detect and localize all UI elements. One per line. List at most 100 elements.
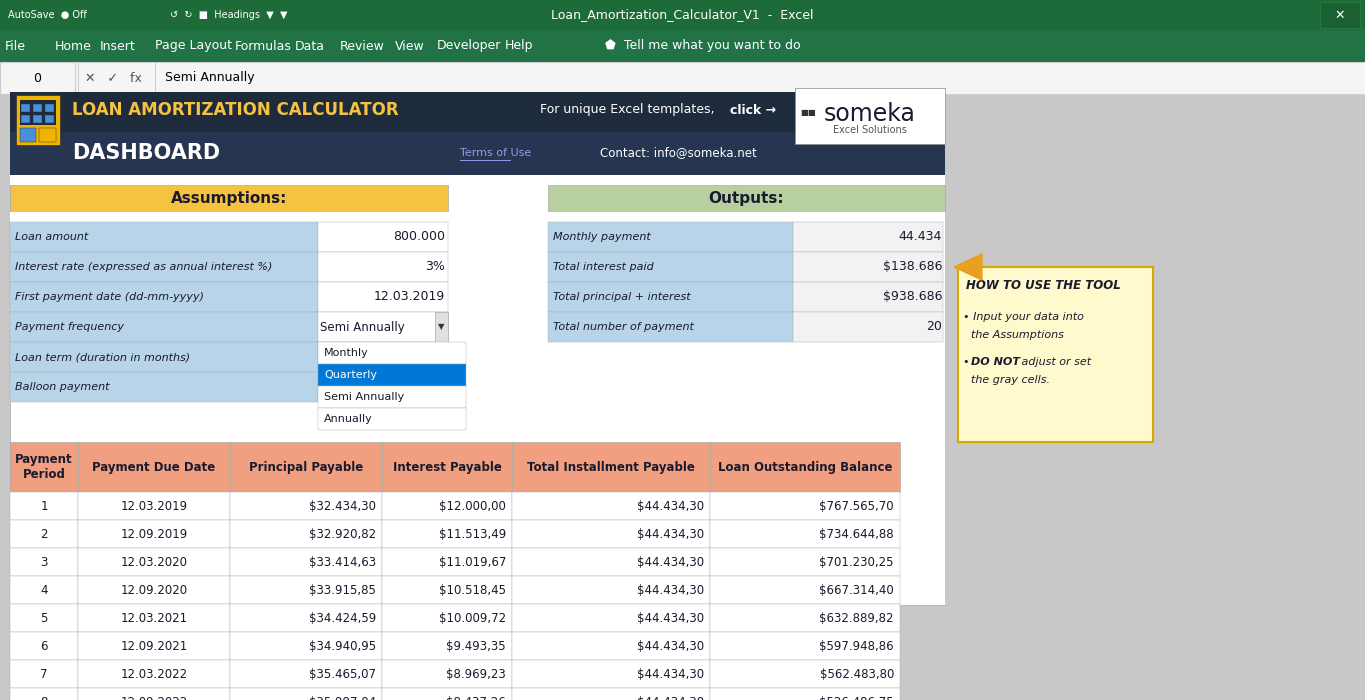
Text: File: File (5, 39, 26, 52)
Bar (229, 442, 382, 492)
Bar (0, 0, 1365, 30)
Text: $734.644,88: $734.644,88 (819, 528, 894, 540)
Bar (710, 442, 900, 492)
Bar (318, 342, 465, 364)
Text: Loan amount: Loan amount (15, 232, 89, 242)
Bar (10, 92, 945, 132)
Bar (10, 520, 78, 548)
Text: HOW TO USE THE TOOL: HOW TO USE THE TOOL (966, 279, 1121, 292)
Text: ↺  ↻  ■  Headings  ▼  ▼: ↺ ↻ ■ Headings ▼ ▼ (171, 10, 288, 20)
Text: •: • (962, 357, 973, 367)
Text: 12.03.2021: 12.03.2021 (120, 612, 187, 624)
Text: ■■: ■■ (800, 108, 816, 118)
Text: 2: 2 (40, 528, 48, 540)
Text: 4: 4 (40, 584, 48, 596)
Bar (45, 104, 55, 112)
Bar (547, 312, 793, 342)
Bar (33, 104, 42, 112)
Text: 1: 1 (40, 500, 48, 512)
Text: ✕: ✕ (1335, 8, 1346, 22)
Bar (0, 62, 75, 94)
Bar (318, 342, 448, 372)
Bar (547, 222, 793, 252)
Bar (10, 604, 78, 632)
Bar (20, 115, 30, 123)
Bar (318, 364, 465, 386)
Bar (229, 688, 382, 700)
Text: $44.434,30: $44.434,30 (637, 640, 704, 652)
Bar (958, 267, 1153, 442)
Bar (229, 492, 382, 520)
Bar (10, 222, 318, 252)
Bar (710, 632, 900, 660)
Text: $44.434,30: $44.434,30 (637, 612, 704, 624)
Text: Monthly: Monthly (324, 348, 369, 358)
Text: $11.019,67: $11.019,67 (438, 556, 506, 568)
Text: $9.493,35: $9.493,35 (446, 640, 506, 652)
Text: Assumptions:: Assumptions: (171, 192, 287, 206)
Text: Semi Annually: Semi Annually (324, 392, 404, 402)
Text: AutoSave  ● Off: AutoSave ● Off (8, 10, 87, 20)
Bar (10, 548, 78, 576)
Bar (710, 660, 900, 688)
Text: $10.518,45: $10.518,45 (440, 584, 506, 596)
Text: the gray cells.: the gray cells. (971, 375, 1050, 385)
Text: $597.948,86: $597.948,86 (819, 640, 894, 652)
Bar (40, 128, 56, 142)
Text: • Input your data into: • Input your data into (962, 312, 1084, 322)
Text: 7: 7 (40, 668, 48, 680)
Bar (318, 386, 465, 408)
Text: $138.686: $138.686 (883, 260, 942, 274)
Bar (20, 104, 30, 112)
Bar (0, 62, 1365, 94)
Text: Loan term (duration in months): Loan term (duration in months) (15, 352, 190, 362)
Text: 12.03.2022: 12.03.2022 (120, 668, 187, 680)
Bar (10, 252, 318, 282)
Text: Total principal + interest: Total principal + interest (553, 292, 691, 302)
Text: $33.915,85: $33.915,85 (308, 584, 375, 596)
Bar (382, 604, 512, 632)
Bar (10, 372, 318, 402)
Text: Total interest paid: Total interest paid (553, 262, 654, 272)
Bar (20, 128, 35, 142)
Bar (547, 185, 945, 212)
Bar (78, 576, 229, 604)
Bar (318, 252, 448, 282)
Text: Data: Data (295, 39, 325, 52)
Bar (547, 252, 793, 282)
Text: First payment date (dd-mm-yyyy): First payment date (dd-mm-yyyy) (15, 292, 203, 302)
Text: Outputs:: Outputs: (708, 192, 784, 206)
Text: 12.09.2022: 12.09.2022 (120, 696, 187, 700)
Bar (512, 688, 710, 700)
Text: $8.437,26: $8.437,26 (446, 696, 506, 700)
Text: 800.000: 800.000 (393, 230, 445, 244)
Bar (710, 576, 900, 604)
Text: 12.09.2019: 12.09.2019 (120, 528, 187, 540)
Text: $12.000,00: $12.000,00 (440, 500, 506, 512)
Bar (435, 312, 448, 342)
Text: Payment
Period: Payment Period (15, 453, 72, 481)
Bar (382, 688, 512, 700)
Text: ⬟  Tell me what you want to do: ⬟ Tell me what you want to do (605, 39, 801, 52)
Text: $701.230,25: $701.230,25 (819, 556, 894, 568)
Text: Annually: Annually (324, 414, 373, 424)
Text: $44.434,30: $44.434,30 (637, 696, 704, 700)
Bar (78, 632, 229, 660)
Text: the Assumptions: the Assumptions (971, 330, 1063, 340)
Bar (78, 548, 229, 576)
Bar (229, 576, 382, 604)
Bar (382, 520, 512, 548)
Text: Contact: info@someka.net: Contact: info@someka.net (601, 146, 756, 160)
Text: $34.940,95: $34.940,95 (308, 640, 375, 652)
Bar (78, 660, 229, 688)
Text: DASHBOARD: DASHBOARD (72, 143, 220, 163)
Bar (793, 222, 943, 252)
Text: ▼: ▼ (438, 323, 444, 332)
Bar (20, 100, 56, 125)
Bar (318, 282, 448, 312)
Text: Total Installment Payable: Total Installment Payable (527, 461, 695, 473)
Bar (229, 604, 382, 632)
Bar (382, 442, 512, 492)
Bar (710, 548, 900, 576)
Bar (710, 520, 900, 548)
